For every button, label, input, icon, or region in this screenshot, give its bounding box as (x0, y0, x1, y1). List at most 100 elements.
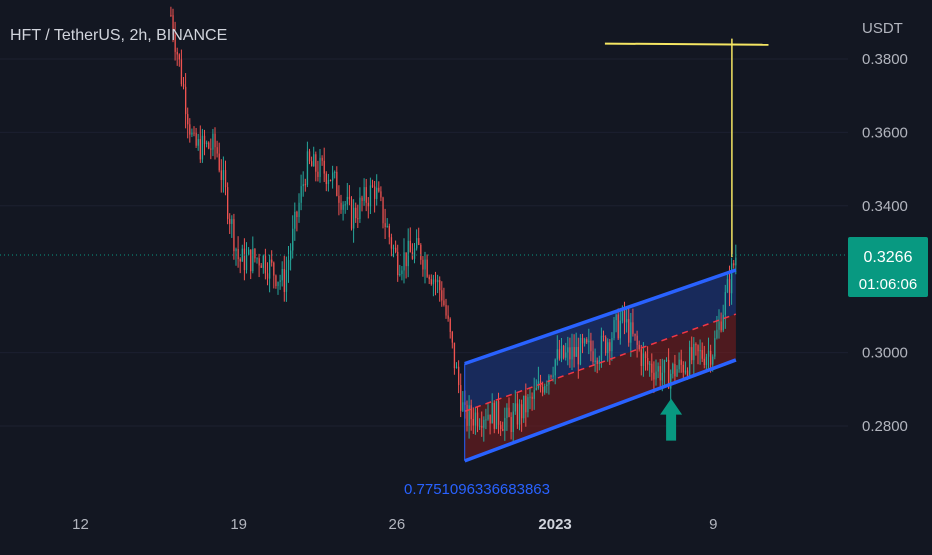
candle-body (485, 419, 487, 421)
candle-body (680, 359, 682, 365)
candle-body (203, 135, 206, 145)
candle-body (617, 314, 619, 339)
candle-body (703, 358, 705, 366)
candle-body (602, 335, 605, 338)
channel-middle-line (464, 313, 737, 413)
candle-body (665, 359, 668, 361)
price-tick-label: 0.3800 (862, 51, 908, 68)
candle-body (575, 347, 577, 357)
candle-body (636, 335, 638, 345)
price-tick-label: 0.3000 (862, 345, 908, 362)
candle-body (510, 417, 512, 433)
candle-body (535, 388, 537, 390)
candle-body (716, 329, 718, 339)
candle-body (237, 248, 239, 260)
candle-body (443, 300, 445, 305)
time-tick-label: 2023 (538, 516, 571, 533)
candle-body (600, 335, 603, 361)
candle-body (350, 199, 353, 229)
price-badge-box (848, 236, 928, 297)
candle-body (449, 318, 451, 332)
price-axis[interactable]: 0.3800 0.3600 0.3400 0.3000 0.2800 (862, 51, 908, 435)
candle-body (413, 248, 416, 259)
candle-body (388, 225, 390, 238)
candle-body (569, 347, 571, 360)
candle-body (319, 157, 321, 177)
candle-body (187, 114, 189, 125)
candle-body (252, 248, 254, 272)
candle-body (724, 292, 726, 315)
candle-body (672, 364, 674, 374)
candle-body (313, 154, 315, 167)
candle-body (367, 202, 369, 207)
candle-body (275, 275, 277, 287)
candle-body (481, 425, 483, 428)
candle-body (224, 170, 227, 188)
candle-body (500, 424, 502, 429)
candle-body (189, 124, 191, 135)
candle-body (584, 339, 586, 344)
candle-body (201, 135, 204, 160)
candle-body (407, 240, 409, 267)
candle-body (676, 369, 678, 377)
candle-body (668, 359, 670, 389)
candle-body (359, 197, 361, 219)
candle-body (441, 290, 443, 301)
candle-body (172, 15, 174, 35)
candle-body (348, 196, 351, 200)
candle-body (731, 263, 733, 294)
candle-body (634, 333, 636, 336)
candle-body (521, 404, 523, 419)
candle-body (518, 404, 521, 425)
candle-body (592, 351, 594, 362)
candle-body (248, 249, 250, 255)
candle-body (613, 320, 615, 339)
candle-body (546, 384, 548, 387)
candle-body (401, 270, 403, 275)
candle-body (445, 304, 447, 316)
candle-body (558, 349, 561, 359)
candle-body (512, 411, 514, 433)
candle-body (470, 405, 472, 420)
candle-body (273, 262, 275, 276)
candle-body (269, 259, 271, 279)
candle-body (191, 132, 193, 135)
candle-body (329, 179, 332, 181)
candle-body (674, 364, 676, 377)
candle-body (632, 322, 634, 334)
candle-body (260, 265, 262, 268)
candle-body (306, 151, 309, 185)
drawing-overlays[interactable] (0, 38, 848, 463)
candle-body (426, 259, 428, 277)
axis-currency-label: USDT (862, 20, 903, 37)
candle-body (573, 347, 575, 357)
candle-body (256, 258, 258, 260)
candle-body (686, 370, 689, 376)
candle-body (218, 153, 220, 171)
channel-upper-fill (464, 270, 736, 412)
candle-body (525, 395, 527, 413)
candle-body (529, 396, 531, 398)
candle-body (212, 133, 214, 150)
candle-body (254, 248, 256, 259)
candle-body (344, 204, 346, 206)
candle-body (689, 347, 691, 376)
candle-body (628, 319, 630, 343)
candle-body (294, 211, 296, 229)
candle-body (552, 375, 554, 377)
candle-body (277, 281, 279, 287)
candle-body (588, 340, 590, 343)
candle-body (361, 197, 363, 201)
candle-body (605, 337, 607, 354)
time-axis[interactable]: 12 19 26 2023 9 (72, 516, 717, 533)
candle-body (405, 252, 407, 267)
candle-body (462, 402, 464, 411)
channel-value-label: 0.7751096336683863 (404, 481, 550, 498)
candle-body (315, 154, 317, 172)
candle-body (472, 419, 474, 426)
candle-body (563, 345, 565, 358)
candle-body (508, 407, 510, 418)
